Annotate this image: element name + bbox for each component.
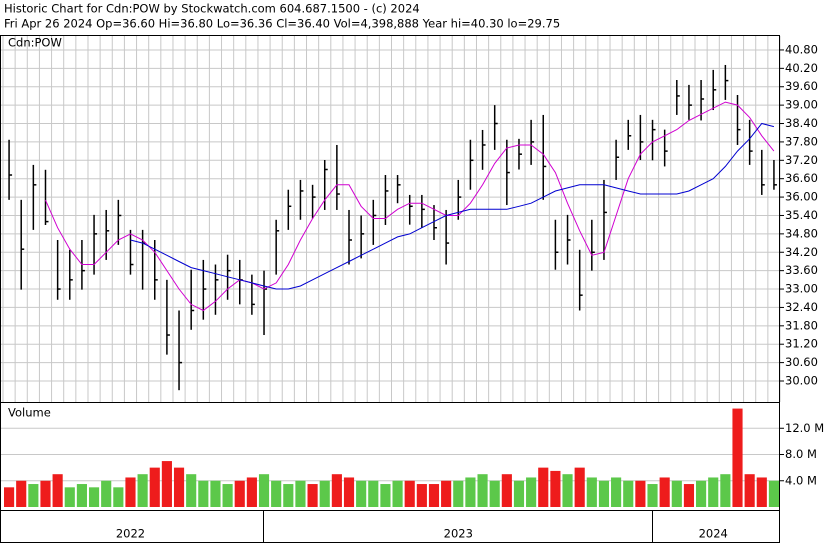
y-tick-label: 37.80 [785, 134, 818, 148]
y-tick-label: 33.60 [785, 263, 818, 277]
volume-bar [295, 480, 306, 507]
volume-bar [562, 474, 573, 507]
moving-average [130, 122, 775, 290]
y-tick-label: 33.00 [785, 282, 818, 296]
volume-bar [416, 484, 427, 507]
volume-bar [428, 484, 440, 507]
volume-bar [64, 487, 75, 507]
volume-bar [137, 474, 148, 507]
volume-bar [708, 477, 719, 507]
volume-bar [198, 480, 209, 507]
volume-bar [234, 480, 245, 507]
volume-bar [611, 477, 622, 507]
chart-subtitle: Fri Apr 26 2024 Op=36.60 Hi=36.80 Lo=36.… [4, 17, 560, 31]
volume-bar [186, 474, 197, 507]
y-tick-label: 39.00 [785, 98, 818, 112]
volume-bar [113, 487, 124, 507]
volume-bar [477, 474, 488, 507]
y-tick-label: 36.00 [785, 190, 818, 204]
y-tick-label: 32.40 [785, 300, 818, 314]
volume-bar [222, 484, 233, 507]
volume-bar [683, 484, 695, 507]
volume-bar [149, 467, 160, 507]
volume-bar [356, 480, 367, 507]
y-tick-label: 34.80 [785, 226, 818, 240]
volume-bar [210, 480, 221, 507]
y-tick-label: 8.0 M [785, 447, 817, 461]
volume-bar [635, 480, 646, 507]
volume-bar [623, 480, 634, 507]
volume-bar [125, 477, 136, 507]
y-tick-label: 31.80 [785, 318, 818, 332]
volume-bar [720, 474, 731, 507]
volume-bar [52, 474, 63, 507]
volume-bar [744, 474, 755, 507]
y-tick-label: 37.20 [785, 153, 818, 167]
volume-bar [586, 477, 597, 507]
moving-average [45, 101, 775, 312]
volume-bar [404, 480, 415, 507]
volume-bar [501, 474, 512, 507]
volume-bar [331, 474, 342, 507]
volume-bar [598, 480, 610, 507]
y-tick-label: 40.20 [785, 61, 818, 75]
volume-bar [161, 461, 172, 507]
volume-bar [319, 480, 330, 507]
volume-bar [756, 477, 767, 507]
volume-bar [258, 474, 270, 507]
chart-title: Historic Chart for Cdn:POW by Stockwatch… [4, 2, 420, 16]
y-tick-label: 31.20 [785, 337, 818, 351]
x-tick-label: 2024 [699, 527, 728, 541]
y-tick-label: 39.60 [785, 79, 818, 93]
volume-bar [647, 484, 658, 507]
volume-bar [489, 480, 500, 507]
volume-bar [16, 480, 27, 507]
volume-bar [4, 487, 15, 507]
volume-bar [101, 480, 112, 507]
volume-bar [526, 477, 537, 507]
volume-bar [696, 480, 707, 507]
volume-bar [465, 477, 476, 507]
x-tick-label: 2023 [444, 527, 473, 541]
y-tick-label: 35.40 [785, 208, 818, 222]
volume-bar [574, 467, 585, 507]
volume-bar [392, 480, 403, 507]
y-tick-label: 4.0 M [785, 473, 817, 487]
symbol-label: Cdn:POW [8, 36, 62, 50]
volume-bar [768, 480, 779, 507]
volume-bar [246, 477, 257, 507]
x-tick-label: 2022 [116, 527, 145, 541]
volume-bar [283, 484, 294, 507]
volume-bar [659, 477, 670, 507]
volume-bar [28, 484, 39, 507]
volume-bar [550, 470, 561, 507]
volume-bar [88, 487, 100, 507]
volume-bar [732, 408, 743, 507]
y-tick-label: 40.80 [785, 42, 818, 56]
volume-bar [513, 480, 525, 507]
volume-bar [380, 484, 391, 507]
volume-bar [307, 484, 318, 507]
y-tick-label: 30.60 [785, 355, 818, 369]
volume-bar [453, 480, 464, 507]
volume-bar [271, 480, 282, 507]
volume-bar [368, 480, 379, 507]
volume-bar [76, 484, 87, 507]
volume-bar [40, 480, 51, 507]
volume-bar [441, 480, 452, 507]
y-tick-label: 12.0 M [785, 421, 824, 435]
y-tick-label: 30.00 [785, 373, 818, 387]
volume-bar [671, 480, 682, 507]
y-tick-label: 36.60 [785, 171, 818, 185]
y-tick-label: 34.20 [785, 245, 818, 259]
volume-bar [538, 467, 549, 507]
volume-bar [173, 467, 185, 507]
y-tick-label: 38.40 [785, 116, 818, 130]
volume-bar [343, 477, 355, 507]
volume-label: Volume [8, 406, 51, 420]
